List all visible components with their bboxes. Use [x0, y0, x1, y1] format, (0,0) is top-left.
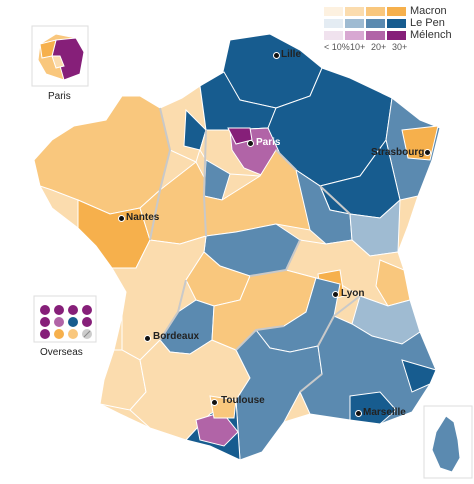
city-marker-strasbourg: [424, 149, 431, 156]
legend-tick: < 10%: [324, 42, 350, 52]
legend-swatch: [387, 31, 406, 40]
overseas-dot: [68, 317, 78, 327]
legend: Macron Le Pen Mélench < 10% 10+ 20+ 30+: [324, 5, 474, 52]
city-marker-paris: [247, 140, 254, 147]
city-label-strasbourg: Strasbourg: [371, 147, 425, 158]
legend-swatch: [324, 7, 343, 16]
city-label-marseille: Marseille: [363, 407, 406, 418]
overseas-dot: [54, 305, 64, 315]
inset-label-overseas: Overseas: [40, 347, 83, 358]
city-marker-toulouse: [211, 399, 218, 406]
city-marker-lyon: [332, 291, 339, 298]
city-marker-marseille: [355, 410, 362, 417]
legend-label-melenchon: Mélench: [410, 29, 452, 41]
legend-tick: 20+: [371, 42, 387, 52]
corsica: [431, 415, 461, 473]
legend-swatch: [345, 7, 364, 16]
legend-label-macron: Macron: [410, 5, 447, 17]
legend-tick: 30+: [392, 42, 408, 52]
overseas-dot: [54, 329, 64, 339]
city-marker-bordeaux: [144, 335, 151, 342]
city-label-lille: Lille: [281, 49, 302, 60]
overseas-dot: [54, 317, 64, 327]
legend-swatch: [366, 7, 385, 16]
legend-swatch: [366, 31, 385, 40]
overseas-dot: [82, 305, 92, 315]
legend-swatch: [345, 31, 364, 40]
overseas-dot: [68, 305, 78, 315]
city-label-nantes: Nantes: [126, 212, 160, 223]
city-marker-lille: [273, 52, 280, 59]
city-label-toulouse: Toulouse: [221, 395, 265, 406]
legend-label-lepen: Le Pen: [410, 17, 445, 29]
inset-label-paris: Paris: [48, 91, 71, 102]
legend-swatch: [345, 19, 364, 28]
overseas-dot: [68, 329, 78, 339]
region-nice: [401, 359, 437, 393]
overseas-dot: [82, 317, 92, 327]
overseas-dot: [40, 317, 50, 327]
city-label-paris: Paris: [256, 137, 281, 148]
legend-swatch: [324, 31, 343, 40]
legend-tick: 10+: [350, 42, 366, 52]
legend-swatch: [324, 19, 343, 28]
city-label-bordeaux: Bordeaux: [153, 331, 200, 342]
legend-swatch: [387, 19, 406, 28]
legend-swatch: [366, 19, 385, 28]
city-label-lyon: Lyon: [341, 288, 365, 299]
city-marker-nantes: [118, 215, 125, 222]
paris-inset-center: [51, 55, 65, 69]
overseas-dot: [40, 329, 50, 339]
region-marseille: [349, 391, 397, 425]
overseas-dot: [40, 305, 50, 315]
legend-swatch: [387, 7, 406, 16]
